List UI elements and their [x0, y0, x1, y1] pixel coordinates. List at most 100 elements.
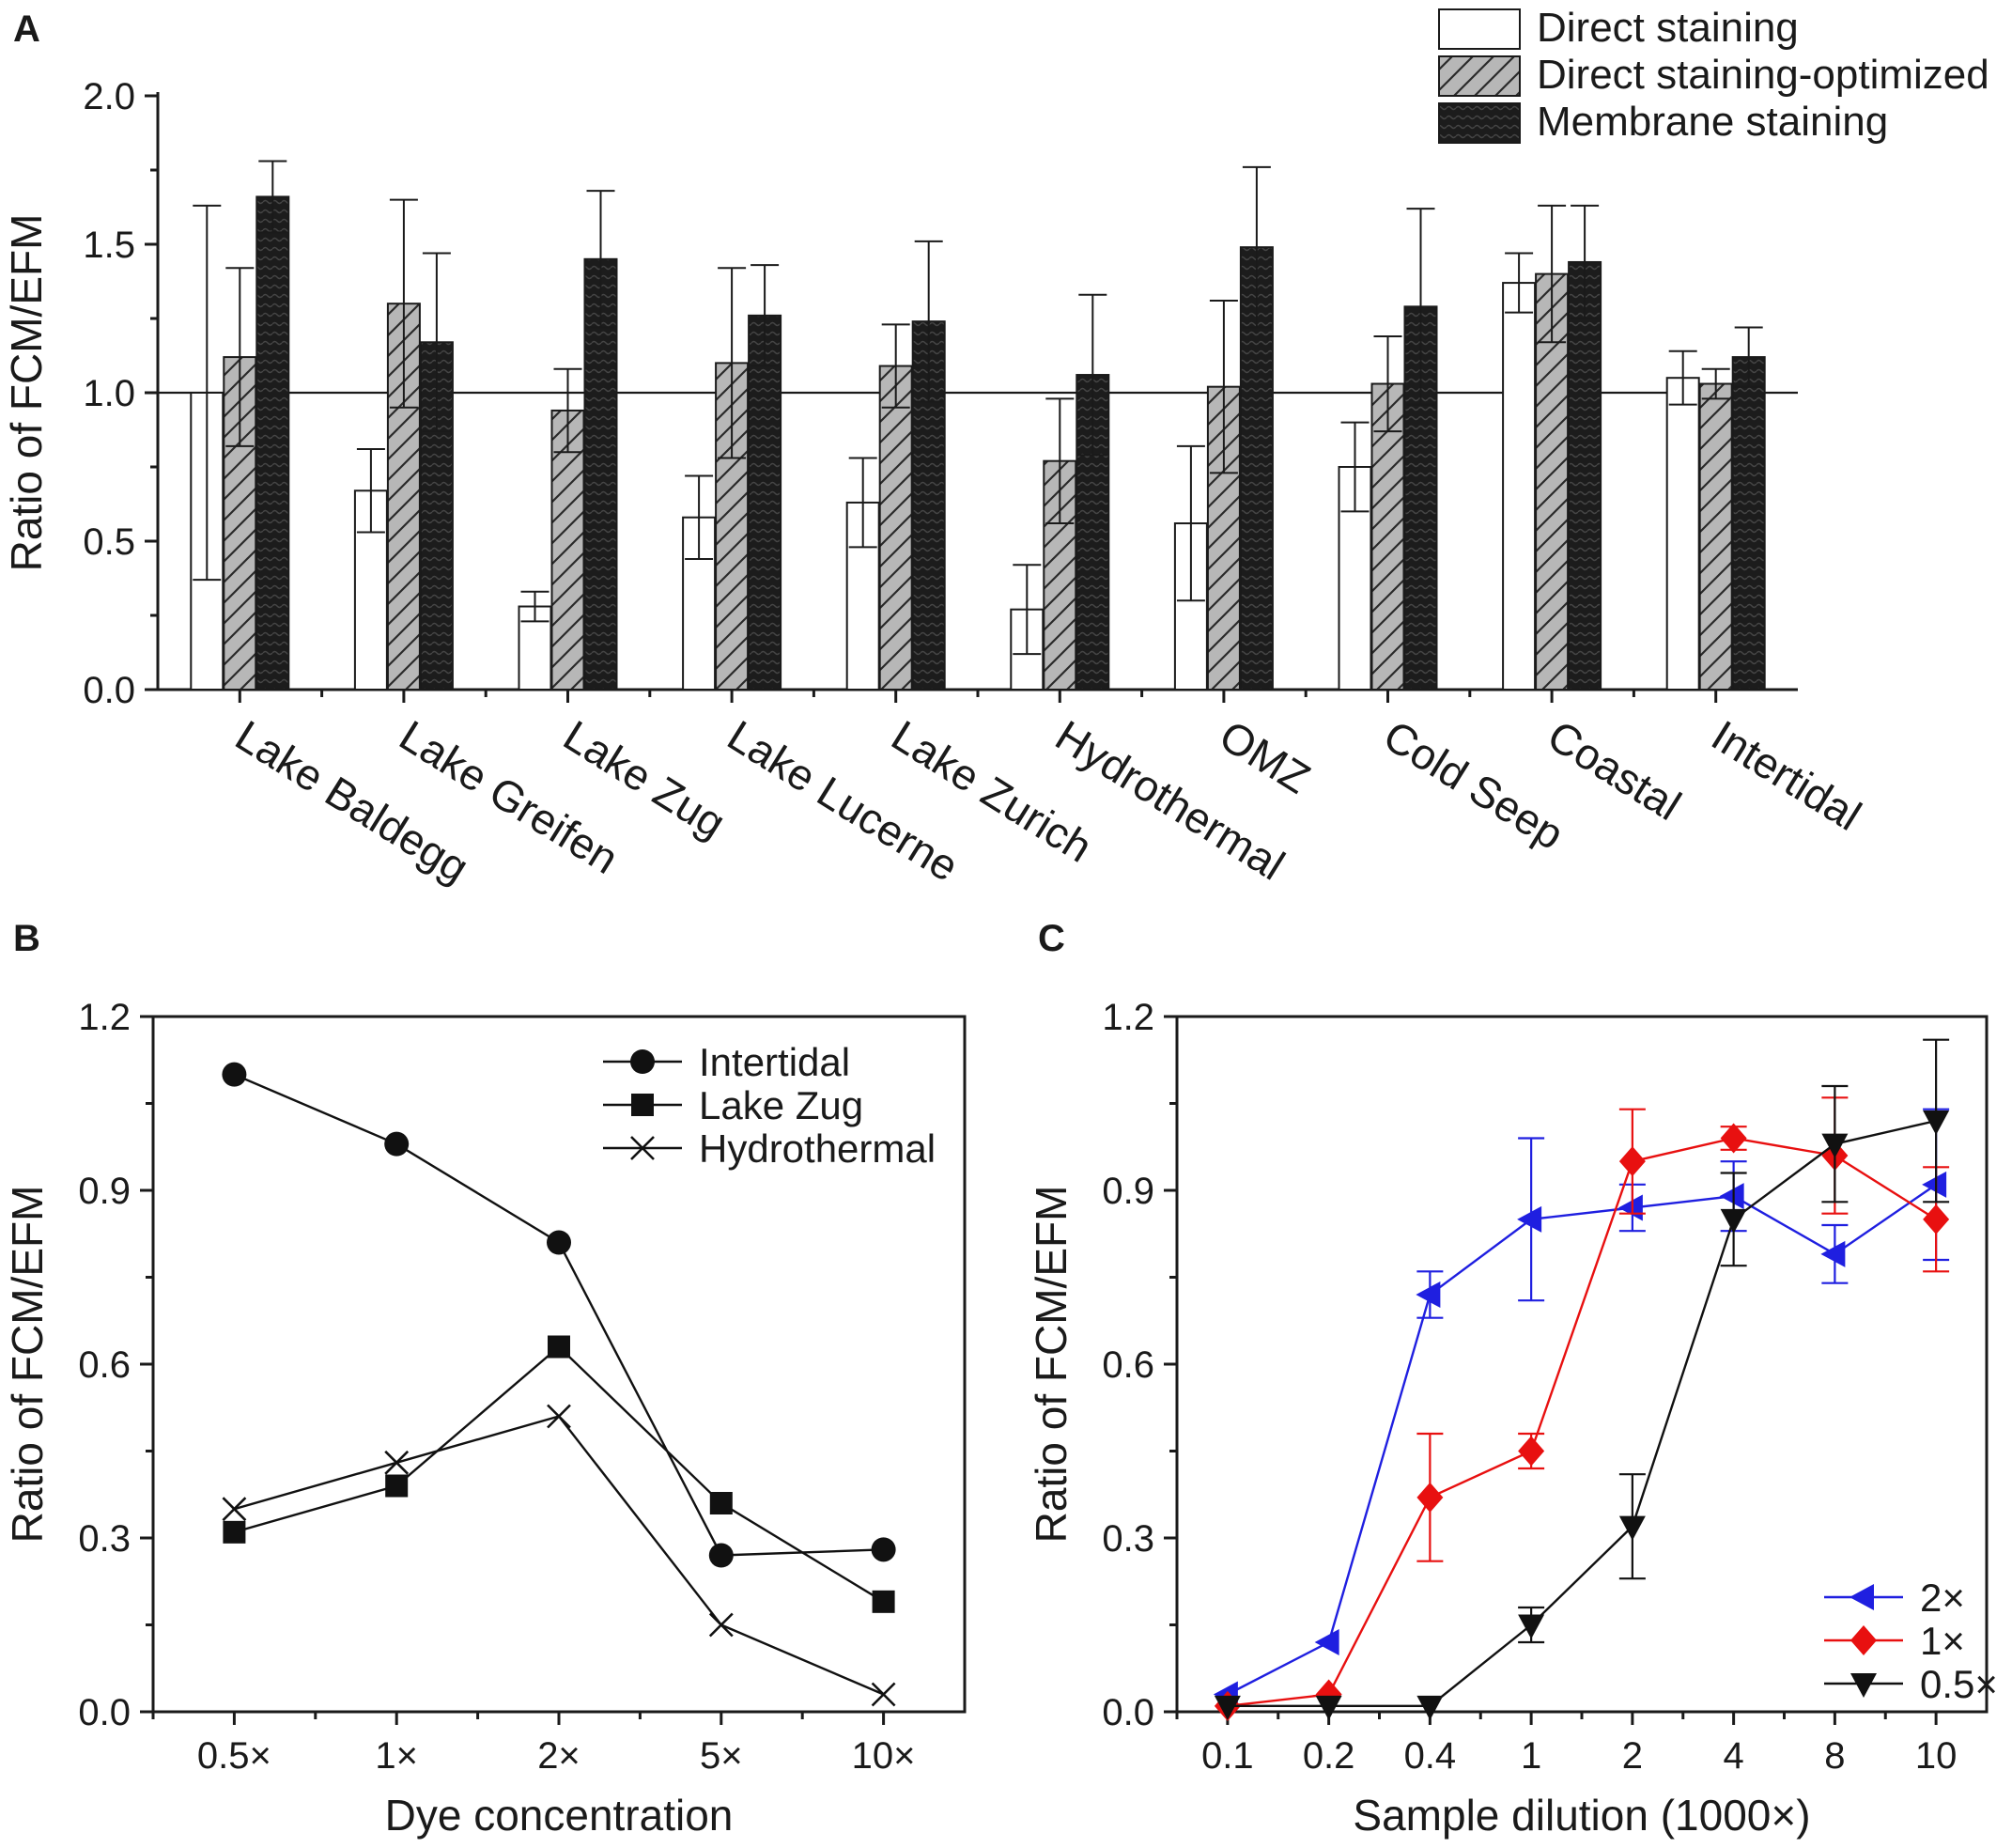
- y-tick-label: 0.9: [78, 1171, 131, 1212]
- y-tick-label: 0.6: [1102, 1344, 1154, 1386]
- legend-label: 1×: [1920, 1619, 1965, 1663]
- category-label: OMZ: [1212, 710, 1319, 802]
- y-tick-label: 1.2: [78, 997, 131, 1038]
- x-tick-label: 10×: [852, 1735, 916, 1777]
- x-tick-label: 0.1: [1201, 1735, 1254, 1777]
- y-tick-label: 1.0: [83, 373, 135, 414]
- y-tick-label: 0.0: [1102, 1692, 1154, 1733]
- x-tick-label: 4: [1724, 1735, 1744, 1777]
- x-tick-label: 10: [1915, 1735, 1958, 1777]
- data-point: [384, 1450, 410, 1475]
- bar: [748, 314, 782, 691]
- legend-label: Intertidal: [699, 1040, 850, 1084]
- data-point: [1820, 1240, 1846, 1267]
- legend-label: 2×: [1920, 1576, 1965, 1620]
- data-point: [1416, 1281, 1441, 1308]
- data-point: [1517, 1205, 1542, 1233]
- x-tick-label: 5×: [700, 1735, 743, 1777]
- bar: [878, 365, 913, 691]
- data-point: [1923, 1110, 1950, 1135]
- legend-marker: [1850, 1673, 1877, 1698]
- legend-swatch: [1438, 102, 1521, 144]
- legend-label: 0.5×: [1920, 1662, 1998, 1706]
- data-point: [1720, 1208, 1747, 1234]
- y-tick-label: 0.3: [1102, 1518, 1154, 1560]
- y-tick-label: 0.3: [78, 1518, 131, 1560]
- legend-swatch: [1438, 8, 1521, 50]
- data-point: [1922, 1171, 1947, 1198]
- series-line: [1227, 1137, 1937, 1708]
- panel-b: 0.0 0.3 0.6 0.9 1.2 0.5× 1× 2× 5× 10× Dye concentr…: [3, 997, 967, 1840]
- x-tick-label: 2×: [537, 1735, 580, 1777]
- y-tick-label: 0.5: [83, 521, 135, 563]
- x-tick-label: 0.5×: [197, 1735, 271, 1777]
- y-tick-label: 0.0: [83, 670, 135, 711]
- data-point: [1214, 1695, 1241, 1720]
- series-line: [234, 1344, 885, 1603]
- x-axis-title: Sample dilution (1000×): [1353, 1791, 1810, 1840]
- data-point: [222, 1497, 247, 1522]
- y-tick-label: 0.6: [78, 1344, 131, 1386]
- legend-marker: [630, 1049, 655, 1074]
- legend-swatch: [1438, 55, 1521, 97]
- legend-marker: [1850, 1625, 1877, 1655]
- bar: [1698, 382, 1733, 691]
- plot-frame: [1175, 1015, 1989, 1714]
- series-line: [1227, 1183, 1937, 1696]
- data-point: [1315, 1695, 1342, 1720]
- x-tick-label: 8: [1824, 1735, 1845, 1777]
- data-point: [1617, 1194, 1643, 1221]
- x-tick-label: 2: [1622, 1735, 1643, 1777]
- bar: [1731, 356, 1766, 691]
- y-tick-label: 2.0: [83, 76, 135, 117]
- x-axis-title: Dye concentration: [385, 1791, 734, 1840]
- data-point: [871, 1537, 896, 1562]
- data-point: [1923, 1204, 1950, 1235]
- data-point: [222, 1062, 247, 1087]
- legend-label: Hydrothermal: [699, 1126, 936, 1171]
- data-point: [1314, 1629, 1339, 1655]
- bar: [1502, 282, 1537, 691]
- legend-marker: [1849, 1584, 1874, 1610]
- data-point: [1618, 1146, 1646, 1177]
- panel-c: 0.0 0.3 0.6 0.9 1.2 0.1 0.2 0.4 1 2 4 8 10 Sample dil…: [1027, 997, 1998, 1840]
- bar: [255, 195, 290, 691]
- data-point: [872, 1590, 895, 1613]
- bar: [1665, 377, 1700, 691]
- y-axis-title: Ratio of FCM/EFM: [3, 1186, 52, 1544]
- data-point: [1518, 1436, 1545, 1467]
- legend-marker: [631, 1094, 654, 1116]
- data-point: [1416, 1482, 1444, 1513]
- data-point: [1518, 1614, 1545, 1639]
- data-point: [1821, 1133, 1849, 1158]
- y-tick-label: 0.0: [78, 1692, 131, 1733]
- data-point: [385, 1474, 409, 1498]
- data-point: [708, 1612, 734, 1638]
- legend-label: Membrane staining: [1537, 99, 1888, 145]
- category-label: Cold Seep: [1375, 710, 1572, 859]
- data-point: [871, 1682, 896, 1707]
- x-tick-label: 1: [1521, 1735, 1541, 1777]
- legend-label: Direct staining: [1537, 5, 1799, 51]
- y-axis-title: Ratio of FCM/EFM: [2, 214, 51, 572]
- legend-marker: [630, 1136, 655, 1160]
- data-point: [1416, 1695, 1444, 1720]
- panel-label-b: B: [13, 918, 40, 959]
- data-point: [547, 1404, 571, 1429]
- x-tick-label: 1×: [375, 1735, 418, 1777]
- data-point: [223, 1520, 246, 1544]
- data-point: [708, 1543, 734, 1568]
- y-tick-label: 1.5: [83, 225, 135, 266]
- y-tick-label: 1.2: [1102, 997, 1154, 1038]
- data-point: [384, 1131, 410, 1157]
- bar: [1568, 260, 1602, 691]
- data-point: [548, 1335, 570, 1359]
- data-point: [547, 1230, 571, 1255]
- series-line: [1227, 1119, 1937, 1708]
- category-label: Intertidal: [1703, 710, 1869, 840]
- data-point: [1719, 1183, 1744, 1210]
- panel-label-c: C: [1038, 918, 1065, 959]
- legend-label: Lake Zug: [699, 1083, 863, 1127]
